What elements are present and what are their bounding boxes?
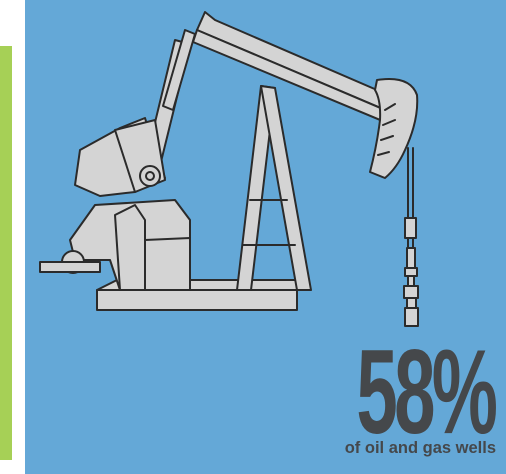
gearbox-front [144,237,191,291]
pitman-arm-front [162,29,196,111]
samson-post-front [260,85,312,291]
carrier-bar [404,217,417,239]
base-platform [96,289,298,311]
walking-beam [196,11,401,113]
walking-beam-side [192,29,391,123]
accent-stripe [0,46,12,460]
gearbox-side [114,204,146,291]
motor-base [39,261,101,273]
horsehead [369,78,419,179]
wellhead [404,307,419,327]
stat-value: 58% [356,325,497,459]
stat-caption: of oil and gas wells [344,439,496,457]
oil-pump-jack-icon [39,11,419,327]
stat-panel: 58% of oil and gas wells [25,0,506,474]
polished-rod [406,247,416,269]
